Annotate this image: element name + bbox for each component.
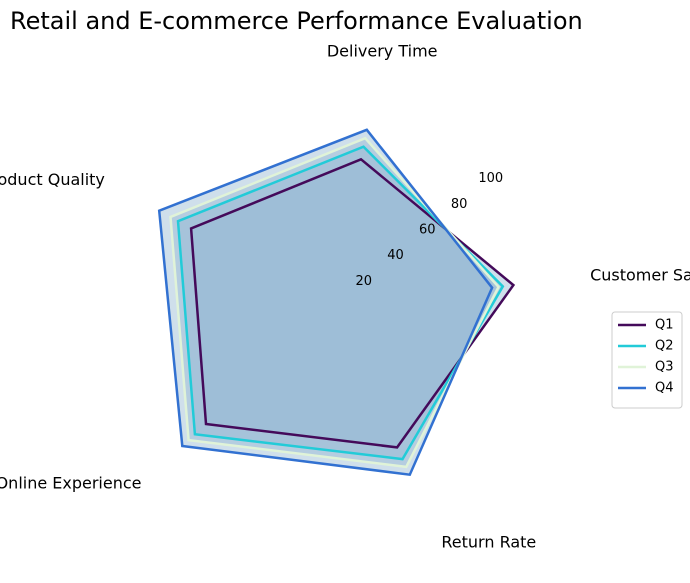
axis-label-4: Return Rate xyxy=(441,532,536,551)
series-line-q1 xyxy=(189,157,516,449)
series-fill-q1 xyxy=(191,159,514,448)
series-fill-q4 xyxy=(159,129,493,475)
series-fill-q3 xyxy=(170,138,499,467)
axis-label-2: Product Quality xyxy=(0,170,105,189)
radial-tick-labels: 20 40 60 80 100 xyxy=(356,171,504,289)
legend-label-q1: Q1 xyxy=(655,318,674,333)
series-line-q2 xyxy=(176,145,505,461)
legend-box xyxy=(611,311,683,409)
legend: Q1 Q2 Q3 Q4 xyxy=(611,311,683,409)
axis-label-3: Online Experience xyxy=(0,473,142,492)
axis-label-0: Customer Satisfaction xyxy=(590,265,690,284)
tick-label-80: 80 xyxy=(451,197,468,212)
chart-title: Retail and E-commerce Performance Evalua… xyxy=(10,7,583,35)
axis-labels: Customer Satisfaction Delivery Time Produc… xyxy=(0,41,690,551)
series-fills xyxy=(159,129,514,475)
tick-label-100: 100 xyxy=(478,171,503,186)
tick-label-60: 60 xyxy=(419,222,436,237)
legend-label-q2: Q2 xyxy=(655,339,674,354)
legend-label-q3: Q3 xyxy=(655,360,674,375)
series-fill-q2 xyxy=(178,146,503,460)
series-lines xyxy=(157,128,516,477)
axis-label-1: Delivery Time xyxy=(327,41,438,60)
series-line-q4 xyxy=(157,128,494,477)
legend-label-q4: Q4 xyxy=(655,381,674,396)
series-line-q3 xyxy=(169,136,501,469)
tick-label-20: 20 xyxy=(356,274,373,289)
tick-label-40: 40 xyxy=(387,248,404,263)
